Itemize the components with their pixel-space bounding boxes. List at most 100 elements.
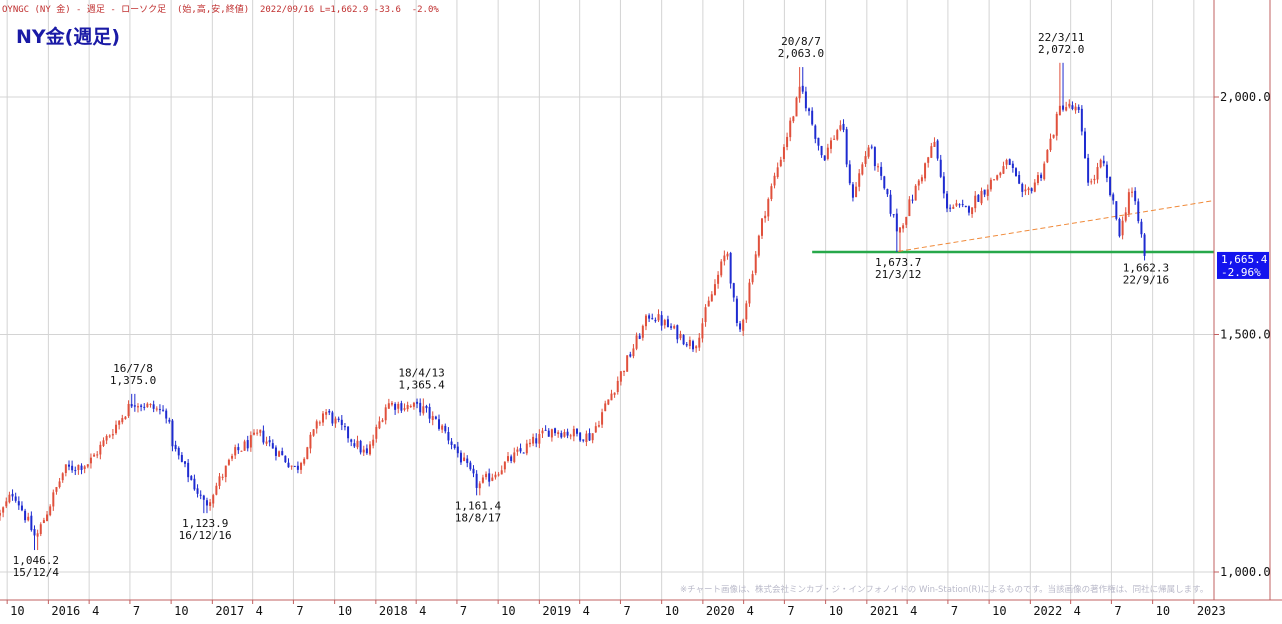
candle-body: [1102, 160, 1105, 164]
candle-body: [1011, 163, 1014, 168]
candle-body: [644, 315, 647, 327]
candle-body: [1030, 188, 1033, 192]
candle-body: [459, 452, 462, 463]
candle-body: [955, 203, 958, 206]
candle-body: [933, 141, 936, 147]
candle-body: [798, 86, 801, 99]
candle-body: [873, 147, 876, 167]
candle-body: [27, 516, 30, 521]
x-tick-label: 10: [829, 604, 843, 618]
candle-body: [1099, 159, 1102, 168]
candle-body: [679, 333, 682, 339]
candle-body: [168, 419, 171, 422]
candle-body: [946, 193, 949, 209]
candle-body: [334, 418, 337, 424]
candle-body: [626, 355, 629, 372]
candle-body: [1052, 134, 1055, 138]
candle-body: [209, 502, 212, 506]
candle-body: [265, 441, 268, 444]
candle-body: [1018, 175, 1021, 184]
candle-body: [641, 325, 644, 338]
candle-body: [400, 403, 403, 411]
candle-body: [842, 123, 845, 130]
candle-body: [1033, 182, 1036, 192]
candle-body: [431, 416, 434, 421]
candle-body: [591, 433, 594, 441]
candle-body: [491, 477, 494, 481]
candle-body: [770, 186, 773, 200]
candle-body: [572, 428, 575, 437]
candle-body: [20, 505, 23, 511]
candle-body: [993, 179, 996, 181]
candle-body: [604, 403, 607, 412]
y-tick-label: 2,000.0: [1220, 90, 1271, 104]
candle-body: [1068, 103, 1071, 107]
candle-body: [281, 451, 284, 456]
candle-body: [146, 403, 149, 408]
candle-body: [1143, 234, 1146, 256]
candle-body: [519, 448, 522, 452]
candle-body: [1055, 113, 1058, 136]
candle-body: [886, 189, 889, 195]
candle-body: [64, 464, 67, 473]
candle-body: [1134, 190, 1137, 202]
candle-body: [240, 450, 243, 452]
annotation-label: 1,365.4: [398, 378, 445, 391]
candle-body: [513, 452, 516, 463]
candle-body: [701, 323, 704, 339]
candle-body: [1046, 150, 1049, 163]
chart-kind-label: ローソク足: [121, 5, 167, 15]
candle-body: [817, 137, 820, 146]
candle-body: [143, 406, 146, 408]
candle-body: [607, 399, 610, 405]
candle-body: [444, 425, 447, 432]
candle-body: [789, 120, 792, 138]
current-price-label: 1,665.4: [1221, 253, 1268, 266]
candle-body: [880, 166, 883, 176]
candle-body: [1005, 159, 1008, 165]
candle-body: [130, 404, 133, 407]
candle-body: [864, 156, 867, 164]
candle-body: [17, 501, 20, 506]
candle-body: [403, 408, 406, 410]
candle-body: [252, 432, 255, 435]
annotation-label: 18/4/13: [398, 366, 444, 379]
candle-body: [381, 420, 384, 422]
candle-body: [2, 507, 5, 513]
candle-body: [739, 323, 742, 330]
candle-body: [582, 439, 585, 441]
x-tick-label: 2018: [379, 604, 408, 618]
candle-body: [786, 136, 789, 148]
candle-body: [475, 473, 478, 488]
candle-body: [1043, 163, 1046, 180]
candle-body: [983, 189, 986, 195]
candle-body: [171, 420, 174, 447]
candle-body: [883, 176, 886, 189]
candle-body: [89, 457, 92, 464]
candle-body: [158, 409, 161, 411]
candle-body: [1040, 174, 1043, 179]
candle-body: [212, 495, 215, 504]
candle-body: [673, 325, 676, 329]
candle-body: [422, 406, 425, 414]
candle-body: [1002, 166, 1005, 174]
candle-body: [96, 454, 99, 456]
candle-body: [632, 348, 635, 357]
candle-body: [155, 408, 158, 410]
candle-body: [165, 410, 168, 419]
candle-body: [328, 410, 331, 413]
candle-body: [1083, 131, 1086, 159]
y-tick-label: 1,000.0: [1220, 565, 1271, 579]
candle-body: [660, 315, 663, 326]
candle-body: [1036, 175, 1039, 184]
annotation-label: 1,375.0: [110, 374, 156, 387]
candle-body: [924, 163, 927, 179]
annotation-label: 16/7/8: [113, 362, 153, 375]
grid-lines: [0, 0, 1214, 600]
candle-body: [278, 451, 281, 457]
candle-body: [936, 140, 939, 159]
candle-body: [118, 420, 121, 425]
candle-body: [930, 146, 933, 158]
plot-frame: [0, 0, 1282, 601]
